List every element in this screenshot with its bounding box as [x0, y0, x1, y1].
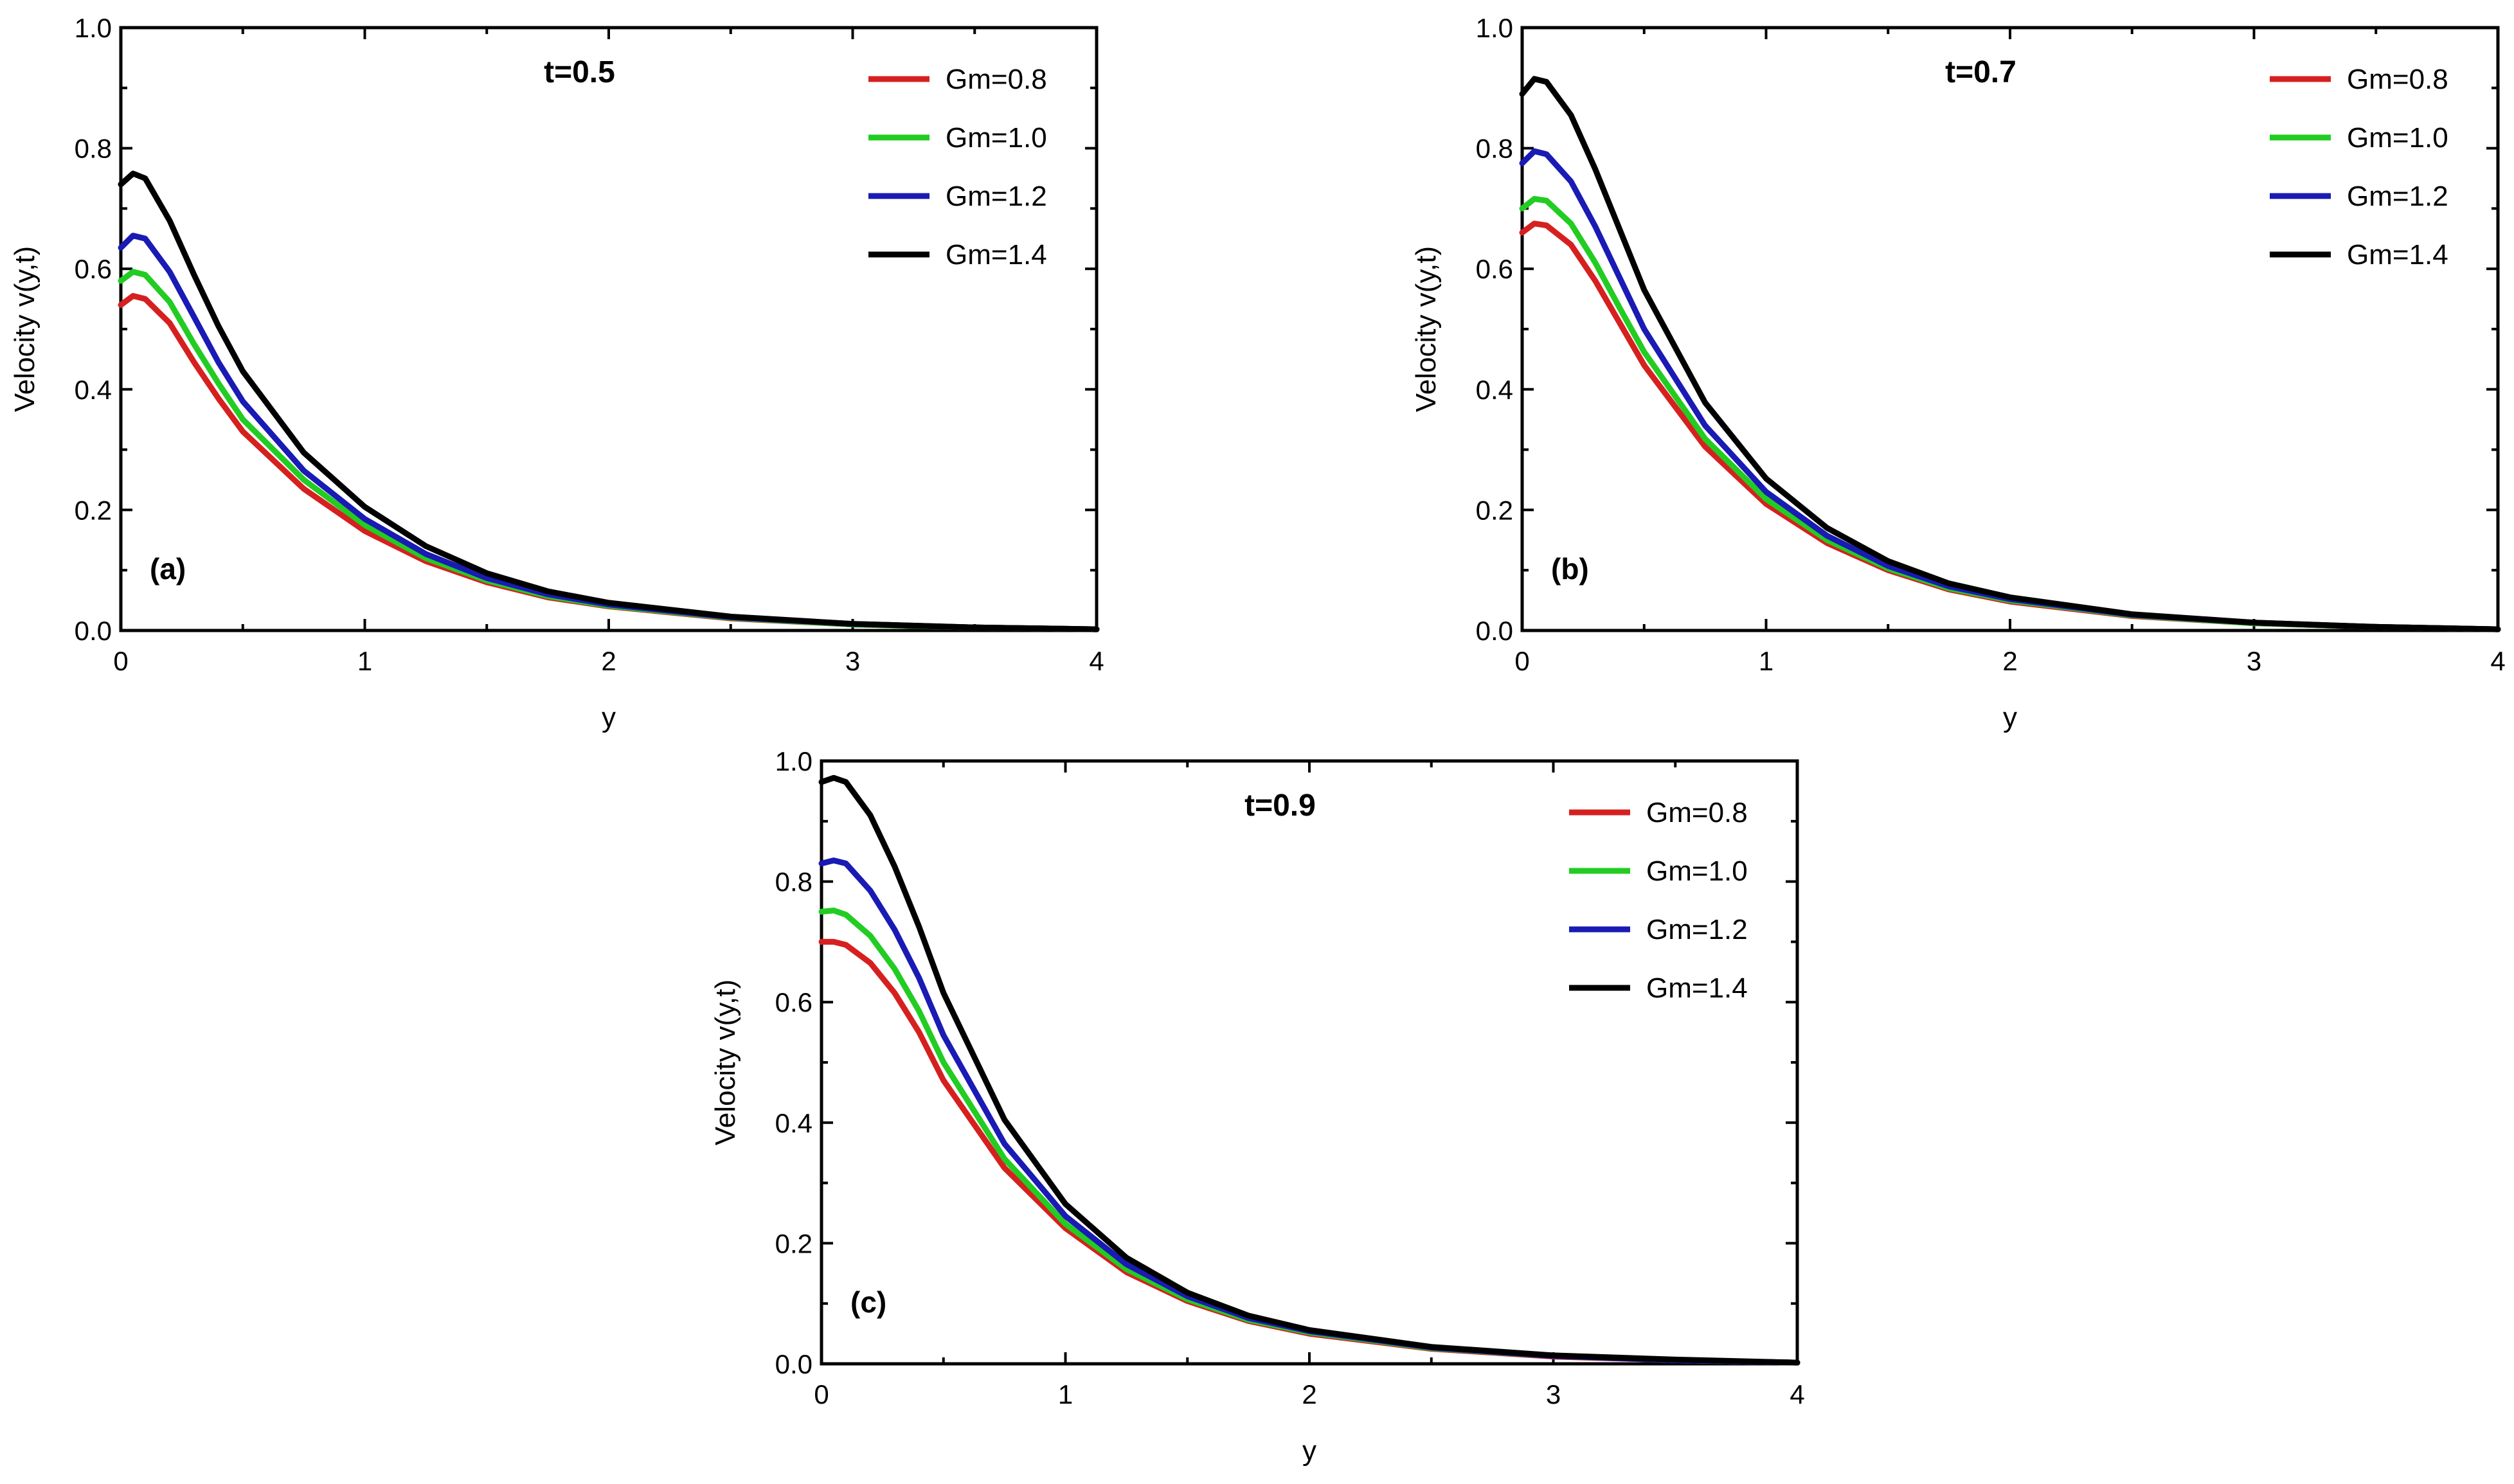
- y-tick-label: 0.2: [775, 1228, 813, 1258]
- y-tick-label: 0.2: [1476, 495, 1513, 525]
- x-tick-label: 3: [2247, 646, 2261, 676]
- y-tick-label: 0.6: [1476, 254, 1513, 284]
- plot-title: t=0.9: [1244, 789, 1316, 823]
- chart-panel-2: 0 1 2 3 4 0.0 0.2 0.4 0.6 0.8 1.0 y Velocity v(y,t) t…: [1410, 13, 2506, 733]
- y-tick-label: 0.6: [75, 254, 112, 284]
- y-tick-label: 1.0: [1476, 13, 1513, 43]
- x-tick-label: 3: [845, 646, 860, 676]
- legend-label: Gm=0.8: [946, 64, 1047, 95]
- y-tick-label: 0.8: [775, 867, 813, 897]
- x-tick-label: 4: [1089, 646, 1104, 676]
- x-tick-label: 3: [1546, 1379, 1561, 1409]
- legend-label: Gm=1.4: [946, 239, 1047, 271]
- x-axis-label: y: [2003, 702, 2017, 733]
- legend-label: Gm=1.2: [1646, 914, 1748, 945]
- series-line-gm-1-4: [1519, 76, 2501, 632]
- legend-label: Gm=1.0: [2347, 122, 2448, 154]
- y-tick-label: 0.4: [1476, 375, 1513, 405]
- x-tick-label: 4: [1790, 1379, 1804, 1409]
- plot-title: t=0.7: [1945, 55, 2016, 89]
- y-tick-label: 0.8: [1476, 134, 1513, 164]
- x-tick-label: 2: [1302, 1379, 1316, 1409]
- legend-label: Gm=1.2: [946, 181, 1047, 212]
- legend-label: Gm=1.0: [946, 122, 1047, 154]
- plot-title: t=0.5: [544, 55, 615, 89]
- x-tick-label: 0: [814, 1379, 829, 1409]
- y-tick-label: 1.0: [775, 746, 813, 776]
- y-axis-label: Velocity v(y,t): [9, 246, 40, 412]
- series-line-gm-1-4: [118, 170, 1100, 632]
- legend-label: Gm=1.4: [1646, 972, 1748, 1004]
- y-tick-label: 0.4: [775, 1108, 813, 1138]
- y-tick-label: 0.0: [775, 1349, 813, 1379]
- panel-label: (b): [1551, 552, 1589, 586]
- chart-panel-3: 0 1 2 3 4 0.0 0.2 0.4 0.6 0.8 1.0 y Velocity v(y,t) t…: [710, 746, 1805, 1467]
- legend-label: Gm=0.8: [1646, 797, 1748, 828]
- y-tick-label: 0.2: [75, 495, 112, 525]
- y-tick-label: 0.8: [75, 134, 112, 164]
- x-axis-label: y: [602, 702, 616, 733]
- y-tick-label: 0.6: [775, 987, 813, 1017]
- legend-label: Gm=0.8: [2347, 64, 2448, 95]
- y-tick-label: 0.0: [1476, 616, 1513, 646]
- x-tick-label: 2: [601, 646, 616, 676]
- x-tick-label: 1: [357, 646, 372, 676]
- x-tick-label: 2: [2002, 646, 2017, 676]
- chart-panel-1: 0 1 2 3 4 0.0 0.2 0.4 0.6 0.8 1.0 y Velocity v(y,t) t…: [9, 13, 1104, 733]
- x-tick-label: 0: [113, 646, 128, 676]
- x-tick-label: 1: [1058, 1379, 1073, 1409]
- legend-label: Gm=1.2: [2347, 181, 2448, 212]
- y-axis-label: Velocity v(y,t): [710, 979, 741, 1145]
- legend-label: Gm=1.4: [2347, 239, 2448, 271]
- x-tick-label: 4: [2490, 646, 2505, 676]
- y-tick-label: 1.0: [75, 13, 112, 43]
- series-line-gm-1-4: [818, 774, 1800, 1366]
- panel-label: (a): [150, 552, 186, 586]
- y-axis-label: Velocity v(y,t): [1410, 246, 1442, 412]
- x-tick-label: 1: [1759, 646, 1773, 676]
- y-tick-label: 0.0: [75, 616, 112, 646]
- x-tick-label: 0: [1514, 646, 1529, 676]
- legend-label: Gm=1.0: [1646, 855, 1748, 887]
- panel-label: (c): [850, 1285, 886, 1319]
- y-tick-label: 0.4: [75, 375, 112, 405]
- x-axis-label: y: [1302, 1435, 1316, 1467]
